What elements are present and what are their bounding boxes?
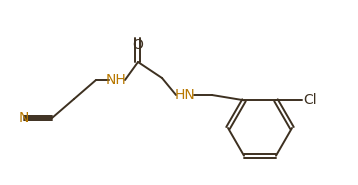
Text: HN: HN	[175, 88, 195, 102]
Text: N: N	[19, 111, 29, 125]
Text: NH: NH	[106, 73, 126, 87]
Text: O: O	[132, 38, 144, 52]
Text: Cl: Cl	[303, 93, 317, 107]
